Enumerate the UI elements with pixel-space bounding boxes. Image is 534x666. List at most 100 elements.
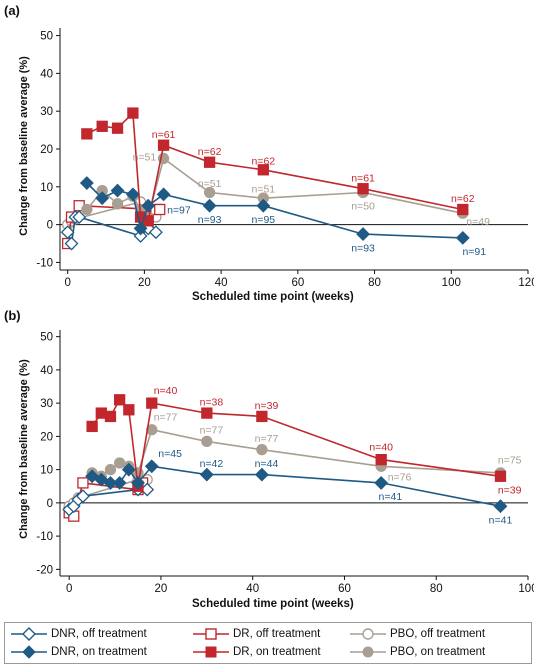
y-axis-label-b: Change from baseline average (%) [18,359,30,539]
sample-size-label: n=49 [466,216,490,228]
legend-label: DNR, on treatment [51,646,147,658]
panel-label-a: (a) [4,3,20,18]
x-tick-label: 0 [64,277,70,289]
data-point [154,203,166,216]
legend-label: DNR, off treatment [51,628,147,640]
sample-size-label: n=62 [251,155,275,167]
data-point [494,470,507,482]
square-open-marker-icon [193,628,229,640]
sample-size-label: n=40 [154,385,178,397]
sample-size-label: n=51 [198,178,222,190]
sample-size-label: n=62 [198,146,222,158]
circle-open-marker-icon [350,628,386,640]
sample-size-label: n=50 [351,201,375,213]
y-tick-label: -10 [36,531,53,543]
y-tick-label: -10 [36,257,53,269]
diamond-filled-marker-icon [11,645,47,659]
series-dnr-on [85,459,508,514]
sample-size-label: n=51 [251,184,275,196]
y-tick-label: 20 [40,144,53,156]
x-tick-label: 120 [518,277,534,289]
x-tick-label: 0 [66,583,72,595]
data-point [156,187,171,202]
sample-size-label: n=93 [198,214,222,226]
y-tick-label: 30 [40,106,53,118]
data-point [144,459,159,474]
data-point [203,186,216,199]
data-point [113,457,126,469]
sample-size-label: n=62 [451,193,475,205]
data-point [104,463,117,476]
data-point [493,499,508,514]
x-tick-label: 60 [291,277,304,289]
data-point [81,203,93,216]
data-point [256,444,268,456]
sample-size-label: n=41 [489,514,513,526]
data-point [131,475,145,490]
data-point [357,183,369,195]
data-point [148,225,163,240]
data-point [133,221,148,236]
sample-size-label: n=42 [200,458,224,470]
data-point [103,475,118,490]
data-point [60,225,75,240]
sample-size-label: n=91 [462,246,486,258]
data-point [199,467,214,482]
y-tick-label: -20 [36,564,53,576]
sample-size-label: n=97 [167,205,191,217]
data-point [113,394,126,406]
sample-size-label: n=77 [154,411,178,423]
data-point [457,203,469,216]
series-dnr-off [60,210,163,251]
x-tick-label: 80 [368,277,381,289]
y-tick-label: 40 [40,365,53,377]
legend-label: DR, off treatment [233,628,321,640]
x-tick-label: 100 [518,583,534,595]
data-point [202,198,217,213]
plot-panel-a: -10 0 10 20 30 40 50 0 20 40 60 80 100 120 n=61 n=51 n=9… [36,28,534,289]
series-dr-on [81,107,469,227]
x-tick-label: 100 [442,277,461,289]
y-tick-label: 0 [47,220,53,232]
data-point [112,475,127,490]
series-dnr-on [79,176,470,245]
data-point [201,435,213,448]
data-point [81,128,93,140]
x-tick-label: 40 [246,583,259,595]
sample-size-label: n=51 [133,152,157,164]
data-point [256,410,268,423]
data-point [256,198,271,213]
data-point [127,107,139,119]
data-point [123,404,135,416]
plot-panel-b: -20 -10 0 10 20 30 40 50 0 20 40 60 80 100 n=40 n=77 n=4… [36,330,534,595]
sample-size-label: n=38 [200,396,224,408]
data-point [356,227,370,241]
data-point [254,467,269,482]
legend-label: PBO, off treatment [390,628,486,640]
legend-label: DR, on treatment [233,646,321,658]
y-tick-label: 30 [40,398,53,410]
data-point [375,453,387,466]
sample-size-label: n=95 [251,214,275,226]
data-point [125,187,140,202]
data-point [257,164,269,176]
legend: DNR, off treatment DR, off treatment PBO… [4,622,532,664]
sample-size-label: n=41 [379,491,403,503]
data-point [111,198,124,210]
data-point [64,236,79,251]
data-point [77,477,89,489]
circle-filled-marker-icon [350,646,386,658]
x-tick-label: 20 [138,277,151,289]
x-tick-label: 40 [215,277,228,289]
series-line [91,465,501,507]
sample-size-label: n=40 [369,441,393,453]
data-point [104,410,117,423]
data-point [95,407,107,419]
data-point [79,176,94,190]
y-tick-label: 20 [40,431,53,443]
data-point [157,139,170,151]
sample-size-label: n=39 [498,485,522,497]
data-point [133,229,148,243]
x-axis-label-a: Scheduled time point (weeks) [192,291,354,303]
x-tick-label: 20 [155,583,168,595]
